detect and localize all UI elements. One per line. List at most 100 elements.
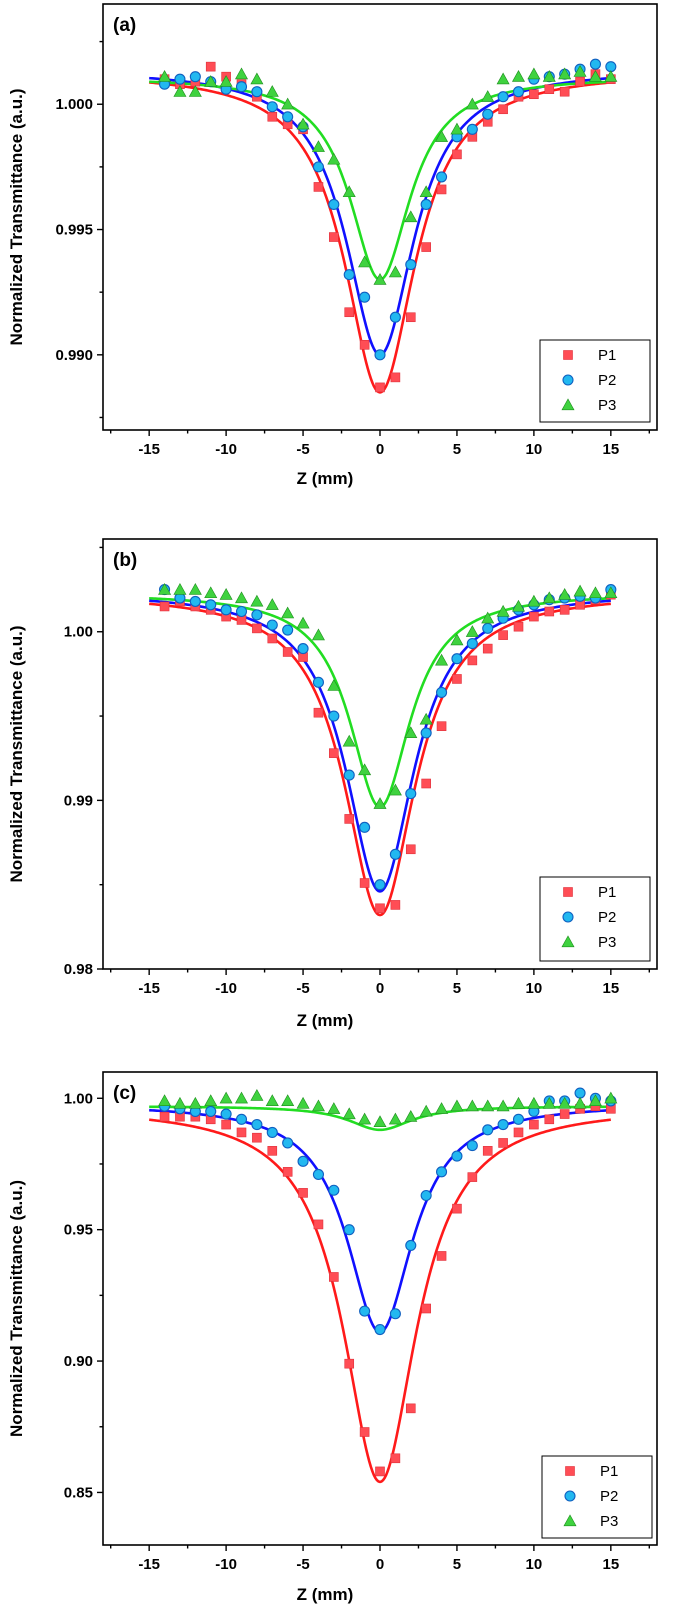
data-point-p2 — [466, 123, 478, 135]
data-point-p1 — [282, 647, 293, 657]
data-point-p3 — [358, 763, 372, 776]
data-point-p2 — [482, 1124, 494, 1136]
data-point-p3 — [604, 70, 618, 82]
y-tick-label: 0.90 — [64, 1353, 93, 1370]
legend-marker-p3 — [561, 935, 575, 948]
data-point-p2 — [328, 1184, 340, 1196]
data-point-p3 — [311, 140, 325, 152]
x-tick-label: -5 — [296, 980, 309, 997]
data-point-p3 — [404, 726, 418, 739]
data-point-p1 — [267, 1146, 278, 1156]
y-tick-label: 0.990 — [55, 347, 93, 364]
data-point-p3 — [450, 633, 464, 646]
data-point-p2 — [205, 1105, 217, 1117]
data-point-p3 — [158, 70, 172, 82]
data-point-p2 — [389, 848, 401, 860]
data-point-p3 — [573, 584, 587, 597]
data-point-p3 — [188, 1096, 202, 1109]
data-point-p2 — [220, 604, 232, 616]
x-tick-label: 15 — [602, 441, 619, 458]
data-point-p3 — [204, 75, 218, 87]
data-point-p2 — [266, 619, 278, 631]
data-point-p1 — [390, 372, 401, 383]
data-point-p3 — [558, 1096, 572, 1109]
legend-label-p1: P1 — [598, 884, 616, 901]
data-point-p3 — [558, 67, 572, 80]
data-point-p2 — [297, 1155, 309, 1167]
data-point-p3 — [281, 97, 295, 110]
data-point-p2 — [328, 710, 340, 722]
data-point-p2 — [451, 653, 463, 665]
data-point-p3 — [219, 1091, 233, 1104]
y-tick-label: 0.95 — [64, 1222, 93, 1239]
data-point-p2 — [420, 1189, 432, 1202]
data-point-p1 — [267, 633, 278, 644]
legend-marker-p1 — [565, 1466, 575, 1476]
data-point-p1 — [421, 778, 431, 789]
y-tick-label: 0.85 — [64, 1484, 93, 1501]
data-point-p2 — [251, 1119, 263, 1131]
data-point-p2 — [235, 1113, 248, 1125]
chart-panel-2: -15 -10 -5 0 5 10 15 0.98 0.99 1.00 (b) Z (mm) Norma… — [7, 538, 658, 1030]
data-point-p2 — [297, 643, 309, 655]
legend-label-p3: P3 — [600, 1513, 618, 1530]
data-point-p3 — [265, 1094, 279, 1107]
data-point-p3 — [527, 67, 541, 80]
x-axis-title: Z (mm) — [297, 469, 354, 488]
data-point-p3 — [296, 1096, 310, 1109]
data-point-p2 — [436, 1166, 448, 1178]
data-point-p3 — [511, 599, 526, 612]
data-point-p2 — [189, 595, 201, 607]
data-point-p1 — [436, 184, 447, 195]
data-point-p1 — [482, 643, 493, 654]
data-point-p3 — [250, 594, 264, 607]
data-point-p2 — [343, 269, 355, 281]
data-point-p1 — [544, 84, 555, 94]
data-point-p1 — [282, 1167, 293, 1177]
data-point-p1 — [390, 1453, 401, 1464]
x-tick-label: -15 — [138, 1556, 160, 1573]
data-point-p2 — [174, 73, 186, 85]
data-point-p2 — [589, 58, 601, 70]
data-point-p1 — [513, 621, 524, 632]
fit-curve-p2 — [149, 599, 611, 893]
legend-marker-p2 — [562, 911, 574, 923]
data-point-p3 — [465, 1099, 479, 1112]
data-point-p3 — [435, 1102, 449, 1114]
x-tick-label: 5 — [453, 441, 461, 458]
data-point-p3 — [296, 616, 310, 629]
data-point-p3 — [496, 604, 510, 617]
data-point-p3 — [234, 67, 249, 80]
data-point-p3 — [435, 130, 449, 142]
x-tick-label: 5 — [453, 1556, 461, 1573]
data-point-p3 — [158, 582, 172, 595]
legend-label-p1: P1 — [598, 347, 616, 364]
legend-marker-p2 — [562, 374, 574, 386]
data-point-p3 — [158, 1094, 172, 1107]
data-point-p3 — [450, 122, 464, 135]
data-point-p3 — [327, 1102, 341, 1114]
data-point-p1 — [559, 86, 570, 97]
data-point-p3 — [481, 90, 495, 102]
data-point-p1 — [452, 1203, 462, 1214]
data-point-p2 — [512, 86, 525, 98]
x-axis-title: Z (mm) — [297, 1011, 354, 1030]
data-point-p2 — [374, 1323, 386, 1336]
data-point-p1 — [544, 1114, 555, 1125]
data-point-p2 — [359, 821, 371, 833]
data-point-p1 — [329, 1272, 339, 1282]
legend-box — [539, 339, 651, 423]
x-tick-label: -10 — [215, 441, 237, 458]
data-point-p1 — [252, 623, 262, 634]
legend-label-p3: P3 — [598, 397, 616, 414]
data-point-p3 — [311, 1099, 325, 1112]
data-point-p1 — [405, 1403, 416, 1414]
data-point-p1 — [359, 1427, 370, 1437]
data-point-p1 — [267, 111, 278, 122]
data-point-p2 — [235, 605, 248, 618]
data-point-p2 — [466, 1140, 478, 1152]
data-point-p2 — [482, 622, 494, 634]
data-point-p3 — [388, 1112, 402, 1125]
data-point-p2 — [497, 91, 509, 103]
data-point-p1 — [559, 605, 570, 615]
